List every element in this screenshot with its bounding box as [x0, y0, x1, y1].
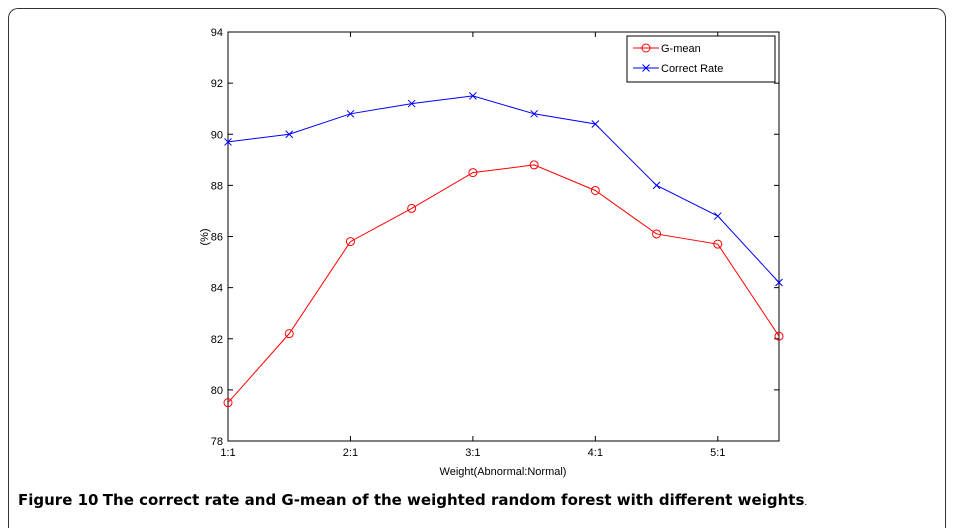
series-layer	[223, 92, 784, 408]
x-tick-label: 5:1	[710, 447, 725, 459]
x-tick-label: 1:1	[220, 447, 235, 459]
data-point	[284, 329, 294, 339]
legend-box	[626, 35, 776, 83]
y-axis: 78 80 82 84 86 88 90 92 94	[211, 27, 779, 448]
plot-area	[227, 31, 780, 442]
data-point	[346, 109, 355, 118]
figure-end: .	[804, 497, 808, 508]
data-point	[652, 181, 661, 190]
data-point	[529, 160, 539, 170]
legend-entry: G-mean	[633, 43, 701, 55]
legend-marker	[641, 43, 651, 53]
series-line	[227, 164, 780, 403]
x-tick-label: 2:1	[343, 447, 358, 459]
data-point	[530, 109, 538, 118]
data-point	[713, 212, 722, 220]
data-point	[591, 120, 600, 128]
y-tick-label: 88	[211, 180, 223, 192]
y-tick-label: 84	[211, 283, 223, 295]
y-tick-label: 94	[211, 27, 223, 39]
data-point	[285, 130, 294, 139]
line-chart: 78 80 82 84 86 88 90 92 94 1:1 2:1 3:1 4:1 5:1 Weigh…	[199, 27, 784, 478]
data-point	[652, 229, 662, 239]
data-point	[407, 99, 416, 108]
figure-frame	[8, 8, 946, 528]
data-point	[407, 203, 417, 213]
data-point	[713, 239, 723, 249]
y-tick-label: 92	[211, 78, 223, 90]
legend-label: G-mean	[661, 43, 701, 55]
data-point	[590, 185, 600, 195]
x-tick-label: 4:1	[588, 447, 603, 459]
data-point	[468, 168, 478, 178]
y-tick-label: 86	[211, 232, 223, 244]
series-line	[227, 95, 780, 283]
legend-entry: Correct Rate	[633, 63, 723, 75]
figure-title: The correct rate and G-mean of the weigh…	[102, 491, 805, 509]
figure-caption: Figure 10 The correct rate and G-mean of…	[18, 491, 807, 510]
data-point	[774, 331, 784, 341]
data-point	[469, 92, 477, 100]
y-tick-label: 80	[211, 385, 223, 397]
data-point	[345, 237, 355, 247]
x-axis-label: Weight(Abnormal:Normal)	[440, 466, 567, 478]
legend-marker	[642, 64, 650, 72]
y-tick-label: 82	[211, 334, 223, 346]
series-correct-rate	[224, 92, 783, 287]
data-point	[223, 398, 233, 408]
legend: G-mean Correct Rate	[626, 35, 776, 83]
data-point	[224, 138, 232, 146]
y-axis-label: (%)	[199, 228, 211, 245]
data-point	[775, 278, 783, 287]
series-g-mean	[223, 160, 784, 408]
figure-label: Figure 10	[18, 491, 99, 509]
y-tick-label: 78	[211, 436, 223, 448]
x-tick-label: 3:1	[465, 447, 480, 459]
x-axis: 1:1 2:1 3:1 4:1 5:1	[220, 32, 725, 459]
legend-label: Correct Rate	[661, 63, 723, 75]
y-tick-label: 90	[211, 129, 223, 141]
